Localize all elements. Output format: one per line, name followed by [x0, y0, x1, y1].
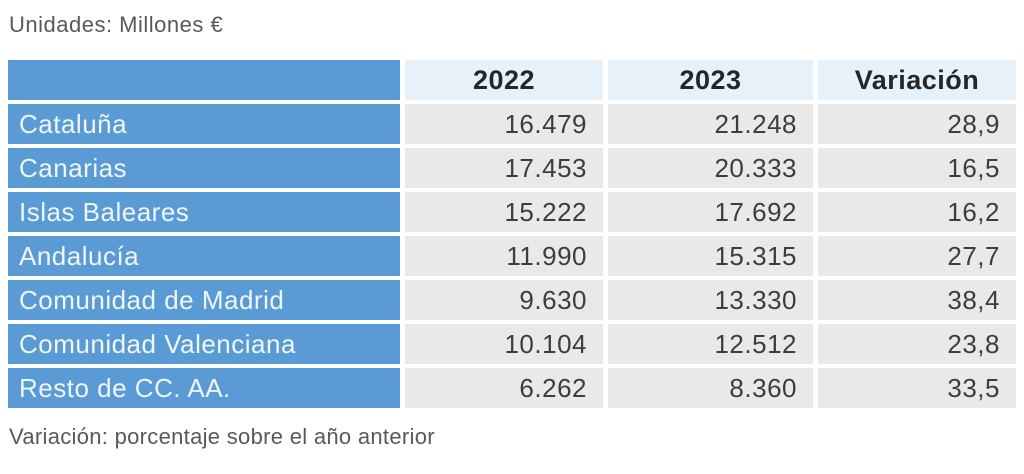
row-header-islas-baleares: Islas Baleares	[8, 192, 400, 232]
column-header-2023: 2023	[608, 60, 813, 100]
row-header-comunidad-de-madrid: Comunidad de Madrid	[8, 280, 400, 320]
value-cell-2023: 15.315	[608, 236, 813, 276]
value-cell-2023: 21.248	[608, 104, 813, 144]
row-header-cataluna: Cataluña	[8, 104, 400, 144]
value-cell-variacion: 27,7	[818, 236, 1016, 276]
page: Unidades: Millones € 2022 2023 Variación…	[0, 12, 1024, 474]
value-cell-variacion: 16,2	[818, 192, 1016, 232]
value-cell-variacion: 23,8	[818, 324, 1016, 364]
value-cell-2022: 15.222	[405, 192, 603, 232]
row-header-resto-cc-aa: Resto de CC. AA.	[8, 368, 400, 408]
value-cell-2022: 11.990	[405, 236, 603, 276]
value-cell-2023: 20.333	[608, 148, 813, 188]
units-label: Unidades: Millones €	[9, 12, 224, 37]
value-cell-2023: 12.512	[608, 324, 813, 364]
variation-footnote: Variación: porcentaje sobre el año anter…	[9, 424, 435, 449]
value-cell-2023: 13.330	[608, 280, 813, 320]
value-cell-variacion: 16,5	[818, 148, 1016, 188]
row-header-comunidad-valenciana: Comunidad Valenciana	[8, 324, 400, 364]
value-cell-2022: 10.104	[405, 324, 603, 364]
value-cell-2022: 6.262	[405, 368, 603, 408]
table-corner-cell	[8, 60, 400, 100]
value-cell-variacion: 28,9	[818, 104, 1016, 144]
value-cell-2023: 8.360	[608, 368, 813, 408]
column-header-2022: 2022	[405, 60, 603, 100]
column-header-variacion: Variación	[818, 60, 1016, 100]
value-cell-variacion: 38,4	[818, 280, 1016, 320]
regions-spending-table: 2022 2023 Variación Cataluña 16.479 21.2…	[8, 60, 1016, 408]
value-cell-2022: 16.479	[405, 104, 603, 144]
value-cell-2023: 17.692	[608, 192, 813, 232]
row-header-canarias: Canarias	[8, 148, 400, 188]
value-cell-2022: 9.630	[405, 280, 603, 320]
value-cell-variacion: 33,5	[818, 368, 1016, 408]
row-header-andalucia: Andalucía	[8, 236, 400, 276]
value-cell-2022: 17.453	[405, 148, 603, 188]
